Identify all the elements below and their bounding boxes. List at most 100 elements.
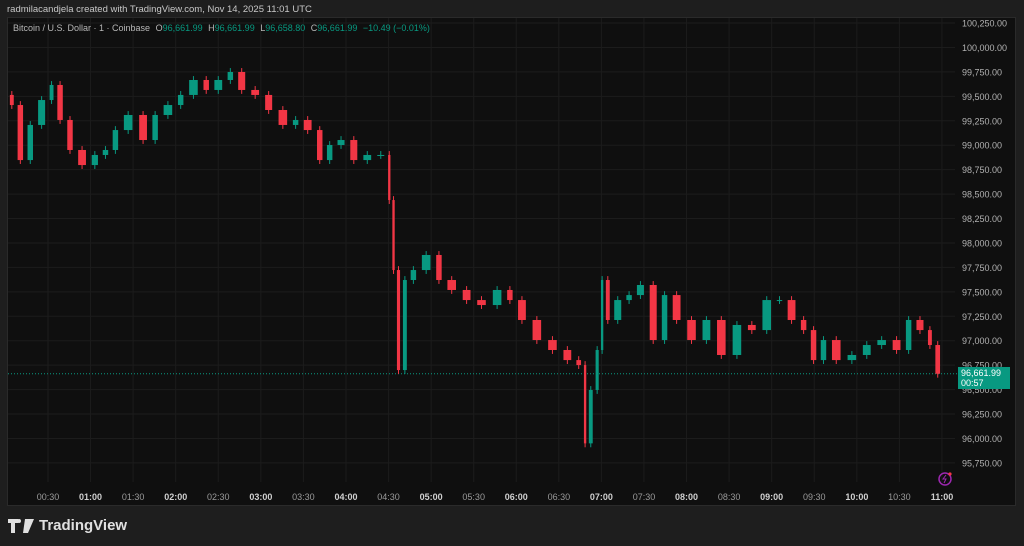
brand-name: TradingView [39,517,128,534]
price-tick-label: 99,500.00 [962,92,1002,102]
price-tick-label: 98,000.00 [962,238,1002,248]
candle-body [388,154,391,201]
candle-body [762,300,772,331]
candle-body [732,324,742,355]
candle-body [303,119,312,131]
candle-body [548,340,557,351]
candle-body [776,300,783,302]
chart-pane[interactable] [7,17,1016,506]
candle-body [102,149,109,155]
low-value: 96,658.80 [265,23,306,33]
candle-body [57,84,63,120]
price-tick-label: 99,250.00 [962,116,1002,126]
candle-body [595,350,599,390]
candle-body [927,330,932,346]
candle-body [337,140,345,146]
high-label: H [208,23,215,33]
candle-body [563,350,572,361]
candle-body [17,105,24,161]
candle-body [112,130,119,150]
candle-body [820,340,827,361]
candle-body [436,254,442,281]
candle-body [717,319,726,355]
price-tick-label: 99,000.00 [962,141,1002,151]
price-tick-label: 99,750.00 [962,67,1002,77]
price-tick-label: 96,000.00 [962,434,1002,444]
candle-body [27,124,33,161]
candle-body [800,319,807,331]
candle-body [447,280,456,290]
price-tick-label: 97,500.00 [962,287,1002,297]
candle-body [396,270,401,371]
candle-body [862,345,871,355]
time-tick-label: 07:00 [590,492,613,502]
symbol-title[interactable]: Bitcoin / U.S. Dollar · 1 · Coinbase [13,23,151,33]
time-tick-label: 09:00 [760,492,783,502]
candle-body [588,389,593,444]
time-tick-label: 10:30 [888,492,911,502]
last-price-label: 96,661.99 00:57 [958,367,1010,389]
candle-body [38,100,46,125]
open-label: O [155,23,163,33]
candle-body [238,71,246,90]
candle-body [672,295,681,320]
candle-body [492,289,502,306]
price-tick-label: 98,500.00 [962,190,1002,200]
candle-body [139,114,147,141]
time-tick-label: 10:00 [845,492,868,502]
close-value: 96,661.99 [317,23,358,33]
candle-body [847,354,857,361]
candle-body [532,319,542,341]
time-tick-label: 07:30 [633,492,656,502]
time-tick-label: 04:30 [377,492,400,502]
candle-body [600,280,604,351]
candle-body [810,330,817,361]
candle-body [326,145,333,161]
candle-body [518,300,526,320]
tradingview-logo[interactable]: TradingView [8,517,127,534]
candle-body [9,94,14,106]
price-tick-label: 97,250.00 [962,312,1002,322]
time-tick-label: 02:00 [164,492,187,502]
candle-body [649,284,657,341]
price-tick-label: 96,250.00 [962,410,1002,420]
candle-body [49,84,54,101]
candle-body [163,105,173,115]
time-tick-label: 01:30 [122,492,145,502]
price-tick-label: 97,750.00 [962,263,1002,273]
close-label: C [310,23,318,33]
candle-body [402,280,407,371]
time-tick-label: 04:00 [334,492,357,502]
time-tick-label: 03:00 [249,492,272,502]
candle-body [605,280,610,320]
candle-body [462,289,471,301]
candle-body [687,319,696,341]
price-tick-label: 96,750.00 [962,361,1002,371]
candle-body [227,71,234,80]
candle-body [636,284,644,296]
candle-body [583,365,587,444]
candle-body [292,119,299,125]
candle-body [410,270,417,281]
price-tick-label: 95,750.00 [962,458,1002,468]
price-tick-label: 98,250.00 [962,214,1002,224]
candle-body [507,289,513,301]
candle-body [905,319,912,351]
time-tick-label: 09:30 [803,492,826,502]
candle-body [831,340,841,361]
time-tick-label: 08:30 [718,492,741,502]
time-tick-label: 01:00 [79,492,102,502]
lightning-circle-icon[interactable] [938,472,952,486]
candle-body [203,79,209,90]
candle-body [265,94,273,111]
time-tick-label: 03:30 [292,492,315,502]
candle-body [787,300,796,320]
candle-body [935,345,941,374]
ohlc-legend: Bitcoin / U.S. Dollar · 1 · Coinbase O 96… [13,23,433,33]
candle-body [350,140,358,161]
price-tick-label: 100,000.00 [962,43,1007,53]
candle-body [661,295,668,341]
tradingview-logo-icon [8,518,34,533]
price-tick-label: 97,000.00 [962,336,1002,346]
